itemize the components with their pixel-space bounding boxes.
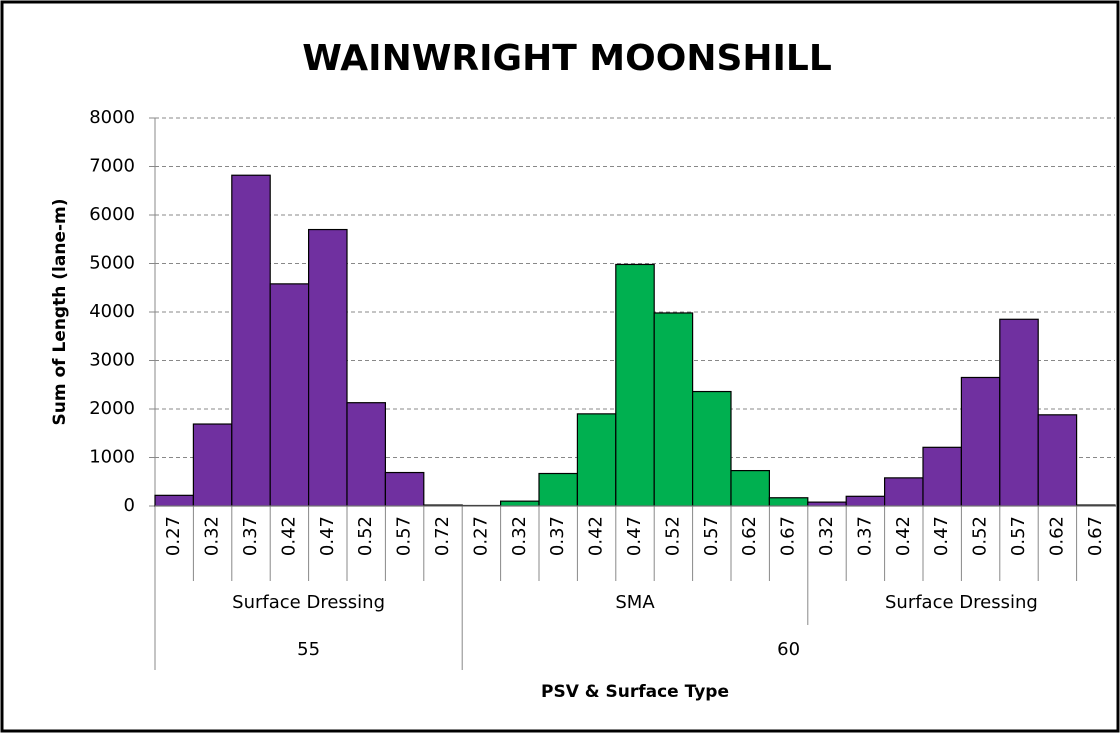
x-tick-label: 0.72 (432, 516, 453, 556)
x-tick-label: 0.47 (931, 516, 952, 556)
y-tick-label: 5000 (89, 253, 135, 274)
y-tick-label: 6000 (89, 204, 135, 225)
bar (308, 228, 348, 507)
x-tick-label: 0.67 (778, 516, 799, 556)
psv-label: 55 (297, 639, 320, 660)
x-tick-label: 0.67 (1085, 516, 1106, 556)
x-tick-label: 0.62 (1046, 516, 1067, 556)
surface-label: Surface Dressing (232, 592, 385, 613)
x-tick-label: 0.37 (854, 516, 875, 556)
x-tick-label: 0.57 (701, 516, 722, 556)
y-axis-title: Sum of Length (lane-m) (50, 199, 70, 426)
bar (231, 174, 271, 507)
x-tick-label: 0.27 (163, 516, 184, 556)
x-tick-label: 0.57 (1008, 516, 1029, 556)
x-tick-label: 0.57 (394, 516, 415, 556)
y-tick-label: 2000 (89, 398, 135, 419)
bar (730, 469, 771, 507)
bar (154, 494, 195, 507)
bar (615, 263, 655, 507)
x-tick-label: 0.32 (202, 516, 223, 556)
bar (691, 390, 732, 507)
bar (269, 283, 310, 507)
x-tick-label: 0.32 (816, 516, 837, 556)
psv-label: 60 (777, 639, 800, 660)
surface-label: Surface Dressing (885, 592, 1038, 613)
x-tick-label: 0.52 (355, 516, 376, 556)
y-tick-label: 7000 (89, 156, 135, 177)
x-tick-label: 0.52 (662, 516, 683, 556)
bar (653, 312, 694, 507)
x-tick-label: 0.37 (240, 516, 261, 556)
y-tick-label: 1000 (89, 447, 135, 468)
y-tick-label: 4000 (89, 301, 135, 322)
y-tick-label: 0 (124, 495, 135, 516)
x-tick-label: 0.47 (624, 516, 645, 556)
surface-label: SMA (615, 592, 655, 613)
chart-title: WAINWRIGHT MOONSHILL (302, 38, 832, 79)
bar (1037, 414, 1078, 507)
bar (960, 376, 1001, 507)
y-tick-label: 8000 (89, 107, 135, 128)
x-tick-label: 0.27 (470, 516, 491, 556)
x-tick-label: 0.37 (547, 516, 568, 556)
bar (576, 413, 617, 507)
bar (807, 501, 847, 507)
x-tick-label: 0.32 (509, 516, 530, 556)
bar (384, 471, 425, 507)
y-tick-label: 3000 (89, 350, 135, 371)
bar (922, 446, 963, 507)
x-tick-label: 0.42 (586, 516, 607, 556)
bar (768, 497, 809, 507)
bar (999, 318, 1039, 507)
bar (538, 472, 579, 507)
bar (192, 423, 233, 507)
x-tick-label: 0.52 (970, 516, 991, 556)
x-tick-label: 0.47 (317, 516, 338, 556)
x-tick-label: 0.42 (278, 516, 299, 556)
bar (883, 477, 924, 507)
bar (500, 500, 540, 507)
x-tick-label: 0.42 (893, 516, 914, 556)
x-tick-label: 0.62 (739, 516, 760, 556)
x-axis-title: PSV & Surface Type (541, 682, 729, 702)
bar (845, 495, 886, 507)
bar (346, 402, 387, 507)
